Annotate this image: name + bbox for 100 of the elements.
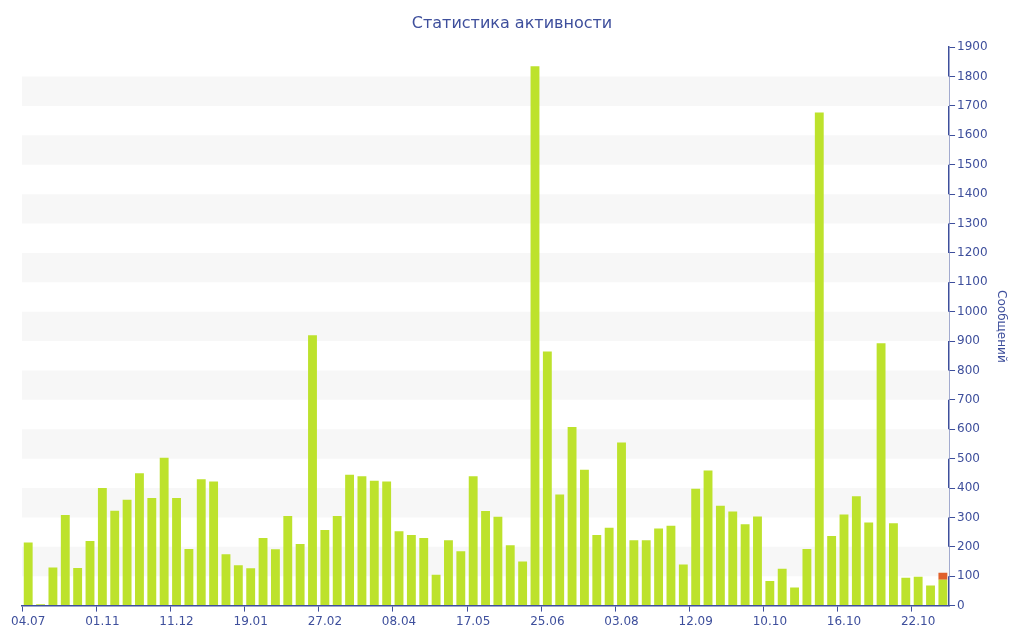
bar <box>221 554 231 606</box>
y-tick-label: 1800 <box>957 68 988 83</box>
bar <box>864 522 874 606</box>
bar <box>258 538 268 606</box>
bar <box>48 567 58 606</box>
bar <box>715 505 725 606</box>
bar <box>135 473 144 606</box>
bar <box>740 524 750 606</box>
bar <box>567 426 577 606</box>
x-tick-label: 17.05 <box>456 613 491 628</box>
bar <box>85 540 95 606</box>
y-tick-label: 200 <box>957 538 980 553</box>
bar <box>654 528 664 606</box>
bar <box>765 580 775 606</box>
bar <box>542 351 552 606</box>
bar <box>270 549 280 606</box>
bar <box>196 479 206 606</box>
bar <box>320 530 330 606</box>
bar <box>926 585 935 606</box>
x-tick-label: 10.10 <box>752 613 788 628</box>
bar <box>728 511 738 606</box>
bar <box>308 335 317 606</box>
x-tick-label: 27.02 <box>307 613 343 628</box>
bar <box>184 548 194 606</box>
bar <box>889 523 898 606</box>
bar <box>753 516 762 606</box>
y-tick-label: 1600 <box>957 127 988 142</box>
bar <box>579 469 589 606</box>
bar <box>617 442 626 606</box>
bar <box>97 488 107 606</box>
x-tick-label: 01.11 <box>85 613 120 628</box>
y-tick-label: 700 <box>957 392 980 406</box>
x-tick-label: 12.09 <box>678 613 713 628</box>
bar <box>691 488 701 606</box>
y-tick-label: 900 <box>957 333 980 348</box>
y-tick-label: 1300 <box>957 215 988 230</box>
bar <box>60 515 70 606</box>
x-tick-label: 25.06 <box>530 613 565 628</box>
bar <box>777 568 787 606</box>
x-tick-label: 16.10 <box>826 613 862 628</box>
bar <box>283 515 293 606</box>
bar <box>159 457 169 606</box>
bar <box>592 535 602 606</box>
bar <box>394 531 404 606</box>
bar <box>814 112 824 606</box>
bar <box>530 66 540 606</box>
y-tick-label: 400 <box>957 480 980 495</box>
y-tick-label: 1500 <box>957 156 988 171</box>
y-tick-label: 500 <box>957 450 980 465</box>
bar <box>110 510 120 606</box>
y-tick-label: 1000 <box>957 303 988 318</box>
y-tick-label: 1700 <box>957 98 988 113</box>
bar <box>209 481 219 606</box>
bar <box>555 494 565 606</box>
y-tick-label: 1100 <box>957 274 988 289</box>
bar <box>493 516 503 606</box>
bar <box>431 574 441 606</box>
y-tick-label: 800 <box>957 362 980 377</box>
x-tick-label: 04.07 <box>11 613 46 628</box>
bar <box>73 567 83 606</box>
x-tick-label: 11.12 <box>159 613 194 628</box>
bar <box>938 579 948 606</box>
bar <box>419 538 429 606</box>
bar <box>703 470 713 606</box>
bar <box>666 525 676 606</box>
bar <box>444 540 453 606</box>
bar <box>481 510 490 606</box>
bar <box>901 577 911 606</box>
bar <box>851 496 861 606</box>
bar <box>518 561 528 606</box>
bar <box>246 568 256 606</box>
bar <box>382 481 392 606</box>
bar <box>913 576 923 606</box>
y-tick-label: 1400 <box>957 186 988 201</box>
y-tick-label: 1200 <box>957 245 988 260</box>
bar <box>406 535 416 606</box>
x-tick-label: 03.08 <box>604 613 639 628</box>
y-tick-label: 300 <box>957 509 980 524</box>
x-tick-label: 19.01 <box>233 613 268 628</box>
x-tick-label: 08.04 <box>381 613 417 628</box>
bar <box>678 564 688 606</box>
bar <box>147 498 157 606</box>
chart-title: Статистика активности <box>411 12 613 32</box>
y-tick-label: 600 <box>957 421 980 436</box>
bar <box>456 551 466 606</box>
bar <box>345 474 355 606</box>
x-tick-label: 22.10 <box>900 613 936 628</box>
y-tick-label: 1900 <box>957 39 988 54</box>
bar <box>468 476 478 606</box>
bar <box>23 542 33 606</box>
bar <box>233 565 243 606</box>
y-tick-label: 0 <box>957 597 965 612</box>
bar <box>827 535 837 606</box>
y-axis-title: Сообщений <box>994 290 1009 363</box>
bar <box>839 514 849 606</box>
bar <box>505 545 515 606</box>
bar <box>802 548 812 606</box>
bar <box>629 540 639 606</box>
bar <box>172 498 181 606</box>
bar <box>641 540 651 606</box>
